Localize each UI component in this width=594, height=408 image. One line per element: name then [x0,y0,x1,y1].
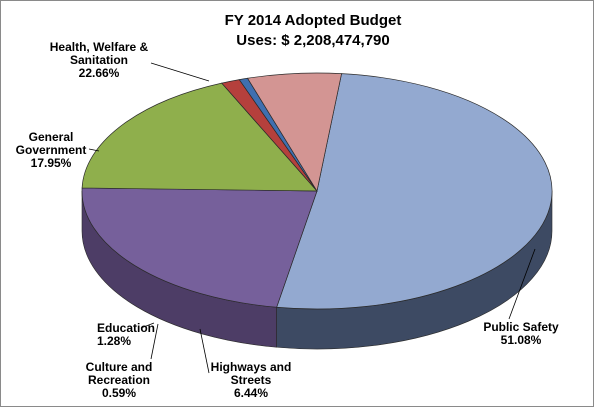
chart-title: FY 2014 Adopted Budget [225,12,402,29]
pie-slices [81,72,553,310]
leader-line-3 [140,322,155,329]
slice-labels: Public Safety 51.08% Health, Welfare & Sani… [16,40,559,400]
slice-label-5: Highways and Streets 6.44% [211,360,292,400]
pie-slice-5 [246,72,342,192]
slice-label-2: General Government 17.95% [16,130,87,170]
pie-slice-0 [276,73,553,310]
leader-lines [88,62,536,374]
slice-label-3: Education 1.28% [97,321,155,348]
leader-line-1 [150,62,210,82]
pie-slice-1 [81,187,318,308]
leader-line-0 [508,248,536,320]
leader-line-5 [199,328,210,374]
leader-line-2 [88,148,100,152]
slice-label-1: Health, Welfare & Sanitation 22.66% [50,40,149,80]
leader-line-4 [150,323,159,360]
slice-label-0: Public Safety 51.08% [483,320,559,347]
slice-label-4: Culture and Recreation 0.59% [86,360,153,400]
pie-slice-2 [81,82,318,192]
chart-subtitle: Uses: $ 2,208,474,790 [236,32,389,49]
